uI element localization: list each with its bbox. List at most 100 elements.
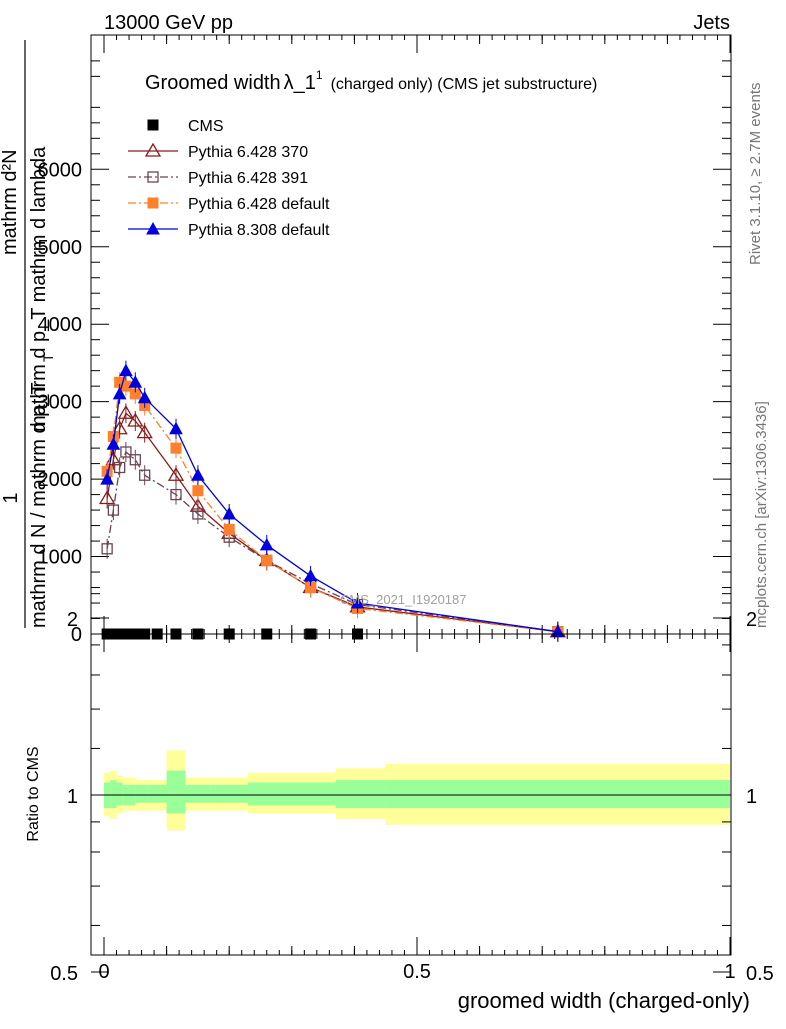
y-tick-label: 6000	[38, 159, 83, 181]
header-left-label: 13000 GeV pp	[104, 12, 233, 34]
side-label-mcplots: mcplots.cern.ch [arXiv:1306.3436]	[753, 401, 770, 628]
data-point	[120, 446, 132, 458]
ratio-tick-label-right: 0.5	[746, 963, 774, 985]
svg-text:mathrm d p_T mathrm d lambda: mathrm d p_T mathrm d lambda	[28, 146, 50, 432]
x-tick-label: 0.5	[403, 961, 431, 983]
y-tick-label: 4000	[38, 314, 83, 336]
data-point	[170, 488, 182, 501]
data-point	[127, 412, 144, 427]
series-pythia-8-308-default	[100, 360, 565, 642]
legend-item: Pythia 6.428 370	[128, 142, 308, 161]
svg-text:mathrm d²N: mathrm d²N	[0, 149, 21, 255]
data-point	[139, 469, 151, 481]
svg-text:mathrm d N / mathrm d p_T: mathrm d N / mathrm d p_T	[28, 382, 50, 628]
y-tick-label: 2000	[38, 469, 83, 491]
ratio-tick-label-right: 1	[746, 786, 757, 808]
svg-text:1: 1	[0, 492, 22, 503]
data-point	[192, 485, 204, 497]
data-point	[111, 420, 128, 435]
analysis-watermark: CMS_2021_I1920187	[340, 592, 467, 607]
ratio-band-inner	[135, 784, 148, 803]
legend: CMS Pythia 6.428 370 Pythia 6.428 391 Pythi…	[128, 118, 330, 239]
data-point	[170, 442, 182, 454]
data-point	[261, 554, 273, 566]
ratio-tick-label: 0.5	[50, 963, 78, 985]
main-y-axis-label: 1 mathrm d N / mathrm d p_T mathrm d²N m…	[0, 40, 56, 628]
ratio-band-inner	[110, 780, 117, 809]
y-tick-label: 3000	[38, 392, 83, 414]
data-point	[114, 461, 126, 474]
data-point	[98, 490, 116, 505]
ratio-tick-label: 2	[67, 609, 78, 631]
data-point	[107, 504, 120, 516]
data-point	[128, 375, 143, 388]
ratio-band-inner	[147, 784, 167, 803]
data-point	[112, 386, 127, 400]
x-tick-labels: 0 0.5 1	[98, 961, 735, 983]
main-ticks	[91, 35, 731, 635]
legend-label: Pythia 6.428 370	[188, 144, 308, 161]
data-point	[169, 421, 183, 435]
legend-marker	[147, 171, 159, 183]
main-plot-frame	[90, 34, 732, 635]
ratio-band-inner	[335, 780, 386, 809]
ratio-tick-label-right: 2	[746, 609, 757, 631]
main-series-group	[98, 360, 566, 642]
data-point	[303, 568, 318, 582]
data-point	[101, 543, 113, 555]
series-pythia-6-428-391	[101, 441, 564, 642]
data-point	[117, 404, 135, 419]
data-point	[223, 523, 235, 535]
data-point	[136, 424, 153, 439]
legend-marker	[147, 197, 159, 209]
legend-marker	[146, 221, 160, 235]
x-axis-label: groomed width (charged-only)	[458, 988, 750, 1013]
header-right-label: Jets	[693, 12, 730, 34]
side-label-rivet: Rivet 3.1.10, ≥ 2.7M events	[747, 83, 764, 266]
series-line	[106, 381, 558, 633]
data-point	[167, 466, 185, 481]
ratio-band-inner	[185, 784, 211, 803]
legend-label: Pythia 8.308 default	[188, 222, 330, 239]
svg-text:T: T	[40, 353, 56, 362]
ratio-band-inner	[247, 782, 286, 806]
data-point	[259, 537, 274, 551]
data-point	[222, 506, 237, 520]
legend-item: Pythia 8.308 default	[128, 221, 330, 239]
ratio-tick-label: 1	[67, 786, 78, 808]
legend-marker	[144, 142, 162, 157]
ratio-band-inner	[385, 780, 730, 809]
data-point	[119, 363, 133, 377]
legend-label: Pythia 6.428 default	[188, 196, 330, 213]
legend-item: Pythia 6.428 default	[128, 196, 330, 213]
y-tick-label: 5000	[38, 237, 83, 259]
ratio-band-inner	[166, 770, 186, 814]
ratio-band-inner	[210, 784, 248, 803]
y-tick-label: 1000	[38, 547, 83, 569]
ratio-y-tick-labels: 0.5 0.5 1 1 2 2	[50, 609, 774, 985]
ratio-y-axis-label: Ratio to CMS	[25, 746, 42, 841]
ratio-ticks	[91, 593, 731, 973]
plot-title: Groomed width λ_11(charged only) (CMS jet…	[145, 68, 597, 94]
legend-item: Pythia 6.428 391	[128, 170, 308, 187]
data-point	[192, 508, 204, 520]
legend-label: CMS	[188, 118, 224, 135]
data-point	[191, 468, 205, 481]
data-point	[137, 390, 152, 404]
series-pythia-6-428-default	[101, 372, 564, 642]
series-line	[106, 450, 558, 633]
ratio-band-inner	[285, 782, 336, 806]
data-point	[100, 472, 114, 485]
x-tick-label: 1	[724, 961, 735, 983]
series-line	[106, 369, 558, 633]
main-y-tick-labels: 0 1000 2000 3000 4000 5000 6000	[38, 159, 83, 646]
data-point	[350, 595, 365, 609]
x-tick-label: 0	[98, 961, 109, 983]
legend-label: Pythia 6.428 391	[188, 170, 308, 187]
legend-marker	[147, 119, 159, 131]
data-point	[106, 437, 121, 450]
ratio-bands	[104, 750, 730, 831]
ratio-band-inner	[116, 782, 123, 806]
data-point	[129, 454, 141, 466]
